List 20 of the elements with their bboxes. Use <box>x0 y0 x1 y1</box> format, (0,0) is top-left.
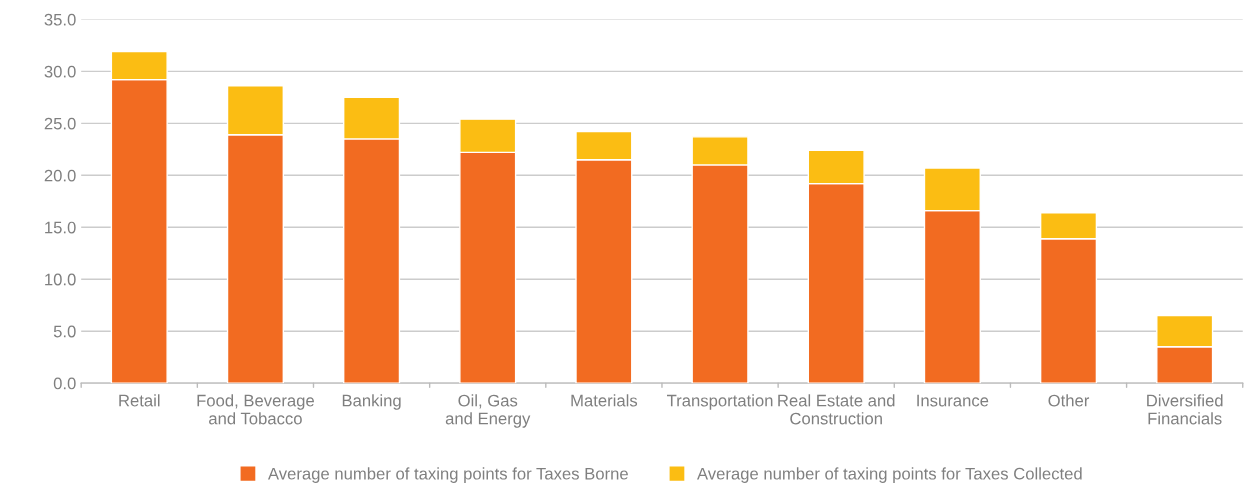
x-tick-label: Materials <box>571 394 638 407</box>
x-tick-label: Diversified Financials <box>1147 394 1223 425</box>
x-tick-label: Other <box>1048 394 1090 407</box>
x-tick-label: Transportation <box>667 394 773 410</box>
legend-label: Average number of taxing points for Taxes Collected <box>697 467 1082 483</box>
y-tick-label: 15.0 <box>45 221 76 234</box>
y-tick-label: 35.0 <box>44 13 76 26</box>
x-tick-label: Insurance <box>917 394 989 407</box>
legend-label: Average number of taxing points for Taxes Borne <box>267 467 628 483</box>
y-tick-label: 20.0 <box>44 169 76 182</box>
x-tick-label: Banking <box>342 394 401 410</box>
y-tick-label: 30.0 <box>44 65 76 78</box>
y-tick-label: 5.0 <box>53 325 76 338</box>
x-tick-label: Food, Beverage and Tobacco <box>197 394 314 425</box>
y-tick-label: 25.0 <box>44 117 76 130</box>
y-tick-label: 10.0 <box>45 273 76 286</box>
x-tick-label: Oil, Gas and Energy <box>445 394 531 428</box>
y-tick-label: 0.0 <box>53 377 76 390</box>
x-tick-label: Retail <box>119 394 160 407</box>
x-tick-label: Real Estate and Construction <box>778 394 895 425</box>
